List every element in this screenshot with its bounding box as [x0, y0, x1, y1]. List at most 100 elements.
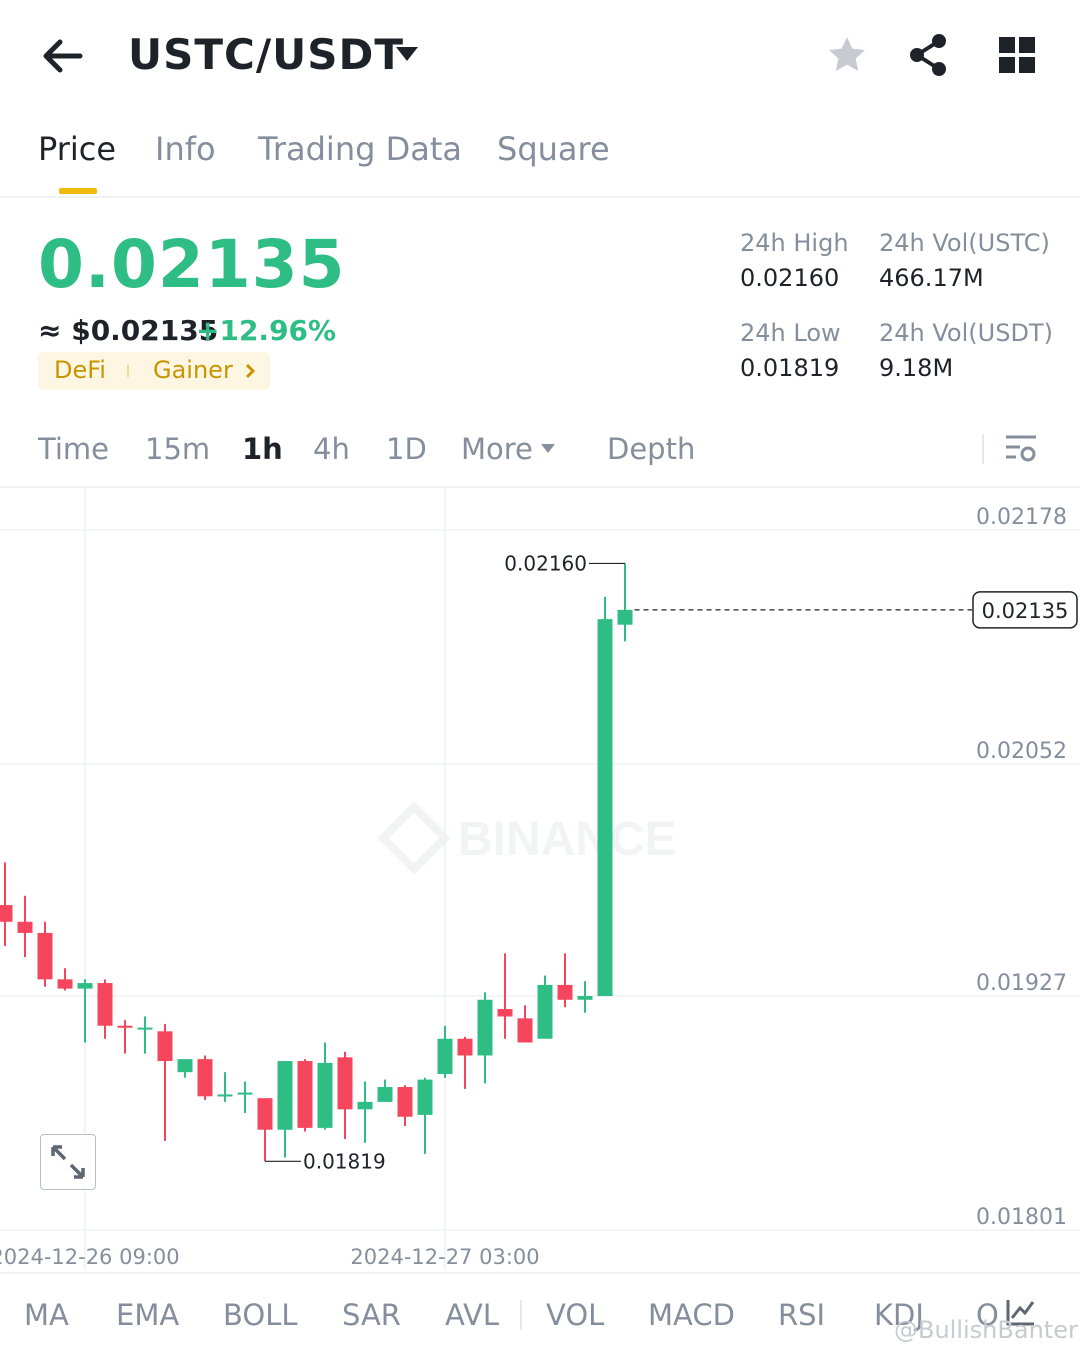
min-price-label: 0.01819: [303, 1149, 386, 1173]
interval-time[interactable]: Time: [38, 432, 109, 466]
candle-body: [357, 1101, 373, 1110]
tab-info[interactable]: Info: [155, 130, 216, 168]
candle-body: [37, 932, 53, 980]
interval-1h[interactable]: 1h: [242, 432, 283, 466]
tab-square[interactable]: Square: [497, 130, 610, 168]
tab-trading-data[interactable]: Trading Data: [258, 130, 462, 168]
indicator-obv[interactable]: O: [976, 1298, 999, 1332]
indicator-sar[interactable]: SAR: [342, 1298, 401, 1332]
divider: [982, 434, 984, 464]
tag-badges[interactable]: DeFi Gainer: [38, 352, 270, 390]
low-label: 24h Low: [740, 319, 841, 347]
candle-body: [377, 1087, 393, 1102]
expand-icon: [51, 1145, 85, 1179]
chevron-right-icon: [245, 363, 256, 379]
candle-body: [317, 1062, 333, 1128]
price-change: +12.96%: [196, 314, 337, 347]
vol-base-value: 466.17M: [879, 264, 984, 292]
current-price-tag: [972, 591, 1078, 629]
candle-body: [437, 1038, 453, 1075]
candle-body: [57, 979, 73, 989]
interval-1d[interactable]: 1D: [386, 432, 427, 466]
interval-more[interactable]: More: [461, 432, 533, 466]
y-tick-label: 0.01801: [976, 1205, 1067, 1230]
y-tick-label: 0.02178: [976, 505, 1067, 530]
tab-price[interactable]: Price: [38, 130, 117, 168]
indicator-bar: MA EMA BOLL SAR AVL VOL MACD RSI KDJ O: [0, 1272, 1080, 1356]
candle-body: [497, 1009, 513, 1017]
back-arrow-icon[interactable]: [38, 34, 86, 78]
vol-quote-label: 24h Vol(USDT): [879, 319, 1053, 347]
indicator-macd[interactable]: MACD: [648, 1298, 735, 1332]
candle-body: [337, 1057, 353, 1110]
active-tab-indicator: [59, 188, 97, 194]
candle-body: [617, 609, 633, 625]
candle-body: [17, 921, 33, 933]
candle-body: [217, 1094, 233, 1097]
section-tabs: Price Info Trading Data Square: [0, 122, 1080, 198]
top-bar: USTC/USDT: [0, 0, 1080, 110]
favorite-star-icon[interactable]: [826, 34, 868, 76]
y-tick-label: 0.01927: [976, 971, 1067, 996]
candle-body: [417, 1079, 433, 1115]
indicator-boll[interactable]: BOLL: [223, 1298, 298, 1332]
high-value: 0.02160: [740, 264, 840, 292]
indicator-ema[interactable]: EMA: [116, 1298, 180, 1332]
tag-divider: [127, 365, 129, 377]
candle-body: [397, 1087, 413, 1117]
corner-watermark: @BullishBanter: [894, 1316, 1078, 1344]
candle-body: [297, 1061, 313, 1128]
candle-body: [0, 905, 13, 922]
candle-body: [597, 619, 613, 997]
indicator-avl[interactable]: AVL: [445, 1298, 499, 1332]
candle-body: [477, 999, 493, 1056]
candle-body: [77, 983, 93, 989]
y-tick-label: 0.02052: [976, 739, 1067, 764]
caret-down-icon[interactable]: [394, 44, 420, 64]
divider: [520, 1300, 522, 1330]
pair-title[interactable]: USTC/USDT: [128, 30, 405, 79]
expand-chart-button[interactable]: [40, 1134, 96, 1190]
interval-bar: Time 15m 1h 4h 1D More Depth: [0, 420, 1080, 488]
usd-price: ≈ $0.02135: [38, 314, 219, 347]
candle-body: [557, 984, 573, 1000]
indicator-settings-icon[interactable]: [1004, 1296, 1036, 1328]
candle-body: [177, 1059, 193, 1073]
candle-body: [197, 1059, 213, 1097]
binance-watermark: BINANCE: [377, 801, 677, 875]
tag-gainer[interactable]: Gainer: [153, 356, 233, 384]
indicator-kdj[interactable]: KDJ: [874, 1298, 924, 1332]
share-icon[interactable]: [906, 32, 950, 78]
high-label: 24h High: [740, 229, 849, 257]
candle-body: [517, 1018, 533, 1043]
candle-body: [157, 1031, 173, 1062]
indicator-ma[interactable]: MA: [24, 1298, 69, 1332]
candle-body: [97, 983, 113, 1026]
interval-15m[interactable]: 15m: [145, 432, 211, 466]
depth-tab[interactable]: Depth: [607, 432, 696, 466]
caret-down-icon[interactable]: [540, 442, 556, 454]
candle-body: [537, 984, 553, 1039]
candle-body: [277, 1061, 293, 1130]
grid-menu-icon[interactable]: [998, 36, 1036, 74]
candle-body: [457, 1038, 473, 1056]
candle-body: [237, 1092, 253, 1095]
chart-settings-icon[interactable]: [1004, 432, 1038, 466]
vol-quote-value: 9.18M: [879, 354, 954, 382]
candle-body: [137, 1027, 153, 1030]
candle-body: [257, 1098, 273, 1130]
vol-base-label: 24h Vol(USTC): [879, 229, 1050, 257]
current-price-label: 0.02135: [982, 599, 1069, 623]
candlestick-chart[interactable]: BINANCE 0.02178 0.02052 0.01927 0.01801 2024…: [0, 488, 1080, 1270]
candle-body: [117, 1025, 133, 1028]
tag-defi[interactable]: DeFi: [54, 356, 106, 384]
watermark-text: BINANCE: [458, 813, 677, 866]
x-tick-label: 2024-12-27 03:00: [350, 1245, 539, 1269]
max-price-label: 0.02160: [504, 551, 587, 575]
indicator-vol[interactable]: VOL: [546, 1298, 605, 1332]
low-value: 0.01819: [740, 354, 840, 382]
x-tick-label: 2024-12-26 09:00: [0, 1245, 180, 1269]
candle-body: [577, 996, 593, 1000]
interval-4h[interactable]: 4h: [313, 432, 350, 466]
indicator-rsi[interactable]: RSI: [778, 1298, 826, 1332]
